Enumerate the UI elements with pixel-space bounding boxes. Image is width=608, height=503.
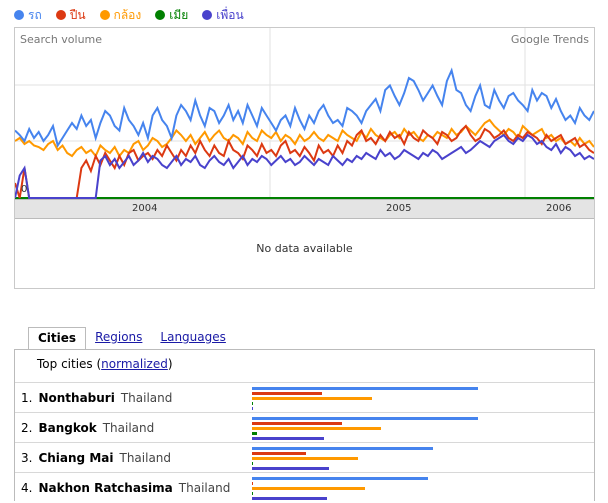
rank-number: 2.: [21, 421, 33, 435]
series-dot-icon: [99, 10, 110, 20]
table-row[interactable]: 4. Nakhon Ratchasima Thailand: [15, 472, 594, 503]
city-volume-bar: [252, 397, 372, 400]
table-row[interactable]: 2. Bangkok Thailand: [15, 412, 594, 443]
city-volume-bar: [252, 487, 365, 490]
city-name[interactable]: Chiang Mai: [38, 451, 114, 465]
country-name: Thailand: [178, 481, 231, 495]
year-label-2005: 2005: [386, 203, 412, 214]
table-row[interactable]: 1. Nonthaburi Thailand: [15, 382, 594, 413]
country-name: Thailand: [102, 421, 155, 435]
city-volume-bar: [252, 492, 253, 495]
timeline-axis[interactable]: 2004 2005 2006: [15, 199, 594, 219]
city-volume-bar: [252, 467, 329, 470]
country-name: Thailand: [119, 451, 172, 465]
chart-plot-area: [15, 28, 594, 199]
series-line-0: [15, 67, 594, 149]
city-volume-bar: [252, 447, 433, 450]
legend-item-puean[interactable]: เพื่อน: [202, 6, 244, 25]
tab-languages[interactable]: Languages: [160, 330, 226, 344]
cities-table: Top cities (normalized) 1. Nonthaburi Thai…: [14, 349, 595, 501]
rank-number: 4.: [21, 481, 33, 495]
city-volume-bar: [252, 427, 381, 430]
google-trends-label: Google Trends: [510, 33, 589, 46]
legend-item-klong[interactable]: กล้อง: [99, 6, 142, 25]
series-dot-icon: [202, 10, 213, 20]
city-volume-bar: [252, 482, 253, 485]
city-volume-bar: [252, 387, 478, 390]
legend-label: เมีย: [169, 7, 189, 22]
legend-label: ปืน: [69, 7, 86, 22]
tab-cities[interactable]: Cities: [28, 327, 87, 350]
city-volume-bar: [252, 402, 253, 405]
year-label-2006: 2006: [546, 203, 572, 214]
series-dot-icon: [155, 10, 166, 20]
city-name[interactable]: Nakhon Ratchasima: [38, 481, 173, 495]
city-volume-bar: [252, 497, 327, 500]
location-tabs: Cities Regions Languages: [28, 327, 235, 350]
year-label-2004: 2004: [132, 203, 158, 214]
no-data-message: No data available: [256, 242, 353, 255]
series-dot-icon: [55, 10, 66, 20]
search-volume-label: Search volume: [20, 33, 103, 46]
city-volume-bar: [252, 407, 253, 410]
city-volume-bar: [252, 452, 306, 455]
city-volume-bar: [252, 432, 257, 435]
table-row[interactable]: 3. Chiang Mai Thailand: [15, 442, 594, 473]
city-volume-bar: [252, 392, 322, 395]
legend-item-rot[interactable]: รถ: [14, 6, 42, 25]
normalized-link[interactable]: normalized: [101, 357, 168, 371]
trends-chart: Search volume Google Trends 0 2004 2005 …: [14, 27, 595, 289]
city-volume-bar: [252, 422, 342, 425]
top-cities-header: Top cities (normalized): [37, 357, 173, 371]
tabs-divider: [14, 349, 595, 350]
legend-item-mia[interactable]: เมีย: [155, 6, 188, 25]
legend-label: กล้อง: [113, 7, 142, 22]
city-volume-bar: [252, 477, 428, 480]
legend-label: รถ: [28, 7, 42, 22]
series-line-1: [15, 124, 594, 199]
city-volume-bar: [252, 462, 253, 465]
city-volume-bar: [252, 457, 358, 460]
rank-number: 1.: [21, 391, 33, 405]
city-volume-bar: [252, 417, 478, 420]
rank-number: 3.: [21, 451, 33, 465]
legend-item-puen[interactable]: ปืน: [55, 6, 86, 25]
country-name: Thailand: [120, 391, 173, 405]
tab-regions[interactable]: Regions: [95, 330, 143, 344]
city-name[interactable]: Bangkok: [38, 421, 97, 435]
series-dot-icon: [14, 10, 24, 20]
y-zero-label: 0: [21, 184, 28, 195]
series-line-2: [15, 118, 594, 158]
legend-label: เพื่อน: [216, 7, 244, 22]
legend: รถ ปืน กล้อง เมีย เพื่อน: [14, 6, 258, 24]
city-volume-bar: [252, 437, 324, 440]
city-name[interactable]: Nonthaburi: [38, 391, 115, 405]
series-line-4: [15, 133, 594, 199]
